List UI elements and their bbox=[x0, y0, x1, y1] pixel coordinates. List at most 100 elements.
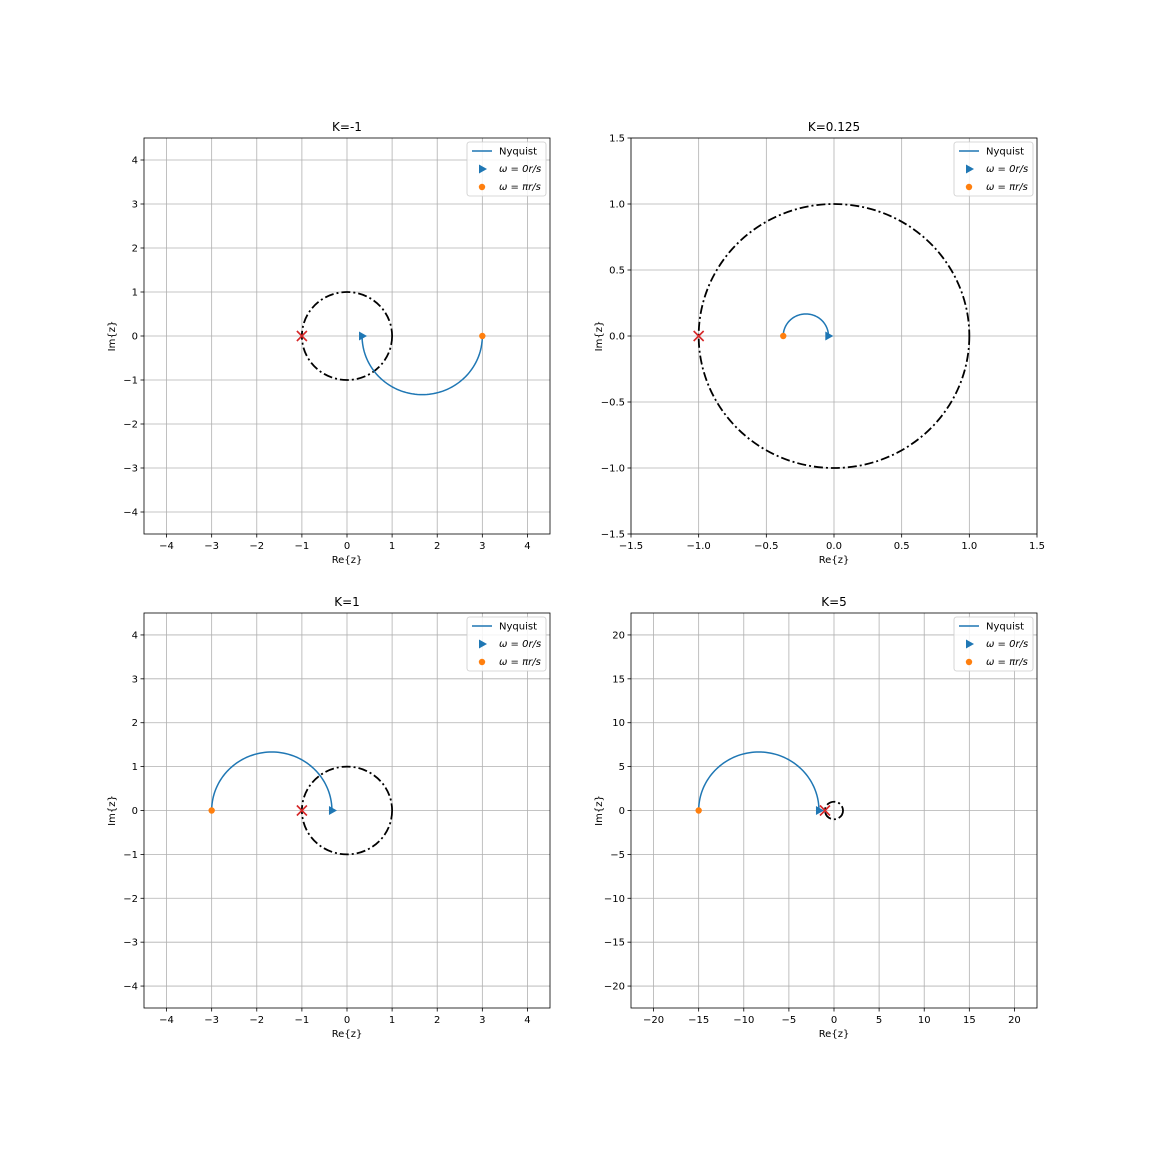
legend-box bbox=[953, 616, 1034, 672]
x-tick-label: −1.5 bbox=[619, 541, 643, 552]
x-tick-label: −1 bbox=[295, 541, 310, 552]
legend-omega0-swatch bbox=[966, 639, 974, 649]
x-tick-label: 2 bbox=[434, 1015, 440, 1026]
y-tick-label: 0 bbox=[132, 332, 138, 343]
x-tick-label: 20 bbox=[1008, 1015, 1021, 1026]
x-tick-label: −2 bbox=[249, 541, 264, 552]
omega-pi-point bbox=[479, 332, 486, 340]
legend-omegapi-swatch bbox=[478, 658, 486, 666]
x-tick-label: 15 bbox=[963, 1015, 976, 1026]
y-tick-label: 2 bbox=[132, 718, 138, 729]
legend-omegapi-label: ω = πr/s bbox=[986, 657, 1028, 668]
y-tick-label: −1 bbox=[123, 376, 138, 387]
y-tick-label: 1.0 bbox=[609, 200, 625, 211]
y-tick-label: 1.5 bbox=[609, 134, 625, 145]
y-tick-label: −5 bbox=[610, 850, 625, 861]
x-tick-label: −4 bbox=[159, 541, 174, 552]
subplot-4: −20 −15 −10 −5 0 5 10 15 20 −20 −15 −10 −5 0 5 10 15 20 K=… bbox=[594, 595, 1038, 1040]
legend-nyquist-label: Nyquist bbox=[499, 147, 537, 158]
x-axis-label: Re{z} bbox=[819, 555, 850, 566]
y-tick-label: 0 bbox=[619, 806, 625, 817]
y-tick-label: 3 bbox=[132, 200, 138, 211]
subplot-2: −1.5 −1.0 −0.5 0.0 0.5 1.0 1.5 −1.5 −1.0 −0.5 0.0 0… bbox=[594, 120, 1045, 566]
subplot-title: K=-1 bbox=[332, 120, 362, 134]
y-tick-label: −4 bbox=[123, 508, 138, 519]
x-tick-label: −4 bbox=[159, 1015, 174, 1026]
nyquist-curve bbox=[782, 313, 830, 337]
legend-omega0-swatch bbox=[479, 164, 487, 174]
x-tick-label: −3 bbox=[204, 541, 219, 552]
y-axis-label: Im{z} bbox=[107, 321, 118, 352]
legend-nyquist-label: Nyquist bbox=[986, 622, 1024, 633]
x-tick-label: 5 bbox=[876, 1015, 882, 1026]
subplot-title: K=0.125 bbox=[808, 120, 860, 134]
x-axis-label: Re{z} bbox=[819, 1029, 850, 1040]
nyquist-curve bbox=[210, 751, 333, 811]
x-tick-label: 1.5 bbox=[1029, 541, 1045, 552]
y-tick-label: −1.5 bbox=[601, 530, 625, 541]
unit-circle bbox=[697, 203, 971, 469]
x-tick-label: 0.0 bbox=[826, 541, 842, 552]
x-tick-label: 3 bbox=[479, 541, 485, 552]
nyquist-curve bbox=[361, 335, 484, 396]
x-tick-label: 0 bbox=[344, 541, 350, 552]
y-tick-label: −3 bbox=[123, 464, 138, 475]
y-tick-label: −20 bbox=[604, 982, 625, 993]
legend-box bbox=[466, 616, 547, 672]
critical-point-marker bbox=[296, 804, 308, 817]
y-tick-label: 15 bbox=[612, 674, 625, 685]
y-tick-label: 1 bbox=[132, 762, 138, 773]
subplot-1: −4 −3 −2 −1 0 1 2 3 4 −4 −3 −2 −1 0 1 2 3 4 K=-1 Re{z} Im{z}… bbox=[107, 120, 551, 566]
omega-zero-marker bbox=[328, 806, 337, 815]
y-axis-label: Im{z} bbox=[594, 795, 605, 826]
legend-box bbox=[466, 141, 547, 197]
x-axis-label: Re{z} bbox=[332, 1029, 363, 1040]
nyquist-curve bbox=[697, 751, 820, 811]
x-tick-label: −0.5 bbox=[754, 541, 778, 552]
grid bbox=[631, 613, 1037, 1008]
x-tick-label: 4 bbox=[524, 1015, 530, 1026]
x-tick-label: 3 bbox=[479, 1015, 485, 1026]
critical-point-marker bbox=[693, 330, 705, 342]
y-tick-label: −15 bbox=[604, 938, 625, 949]
legend-omega0-swatch bbox=[966, 164, 974, 174]
x-tick-label: 0 bbox=[831, 1015, 837, 1026]
x-tick-label: 10 bbox=[918, 1015, 931, 1026]
unit-circle bbox=[824, 800, 844, 821]
y-tick-label: 1 bbox=[132, 288, 138, 299]
grid bbox=[630, 137, 1038, 535]
y-tick-label: 2 bbox=[132, 244, 138, 255]
x-tick-label: 1.0 bbox=[961, 541, 977, 552]
grid bbox=[144, 138, 550, 534]
x-tick-label: −2 bbox=[249, 1015, 264, 1026]
y-axis-label: Im{z} bbox=[107, 795, 118, 826]
x-tick-label: 1 bbox=[389, 541, 395, 552]
x-tick-label: 1 bbox=[389, 1015, 395, 1026]
omega-zero-marker bbox=[825, 331, 834, 341]
x-tick-label: −10 bbox=[733, 1015, 754, 1026]
legend: Nyquist ω = 0r/s ω = πr/s bbox=[466, 616, 547, 672]
subplot-title: K=1 bbox=[334, 595, 360, 609]
subplot-title: K=5 bbox=[821, 595, 847, 609]
legend-nyquist-label: Nyquist bbox=[986, 147, 1024, 158]
omega-pi-point bbox=[695, 807, 702, 814]
critical-point-marker bbox=[296, 330, 308, 342]
x-tick-label: −15 bbox=[688, 1015, 709, 1026]
y-tick-label: −4 bbox=[123, 982, 138, 993]
y-tick-label: 4 bbox=[132, 630, 138, 641]
omega-zero-marker bbox=[815, 806, 824, 815]
omega-zero-marker bbox=[359, 331, 368, 341]
y-tick-label: 0.5 bbox=[609, 266, 625, 277]
legend-box bbox=[953, 141, 1034, 197]
legend-omegapi-label: ω = πr/s bbox=[499, 182, 541, 193]
y-tick-label: 20 bbox=[612, 630, 625, 641]
x-tick-label: −1.0 bbox=[687, 541, 711, 552]
y-tick-label: 0.0 bbox=[609, 332, 625, 343]
x-tick-label: 4 bbox=[524, 541, 530, 552]
legend: Nyquist ω = 0r/s ω = πr/s bbox=[466, 141, 547, 197]
legend-omega0-label: ω = 0r/s bbox=[499, 164, 541, 175]
y-tick-label: −1 bbox=[123, 850, 138, 861]
x-axis-label: Re{z} bbox=[332, 555, 363, 566]
legend-omegapi-label: ω = πr/s bbox=[986, 182, 1028, 193]
y-tick-label: −2 bbox=[123, 894, 138, 905]
